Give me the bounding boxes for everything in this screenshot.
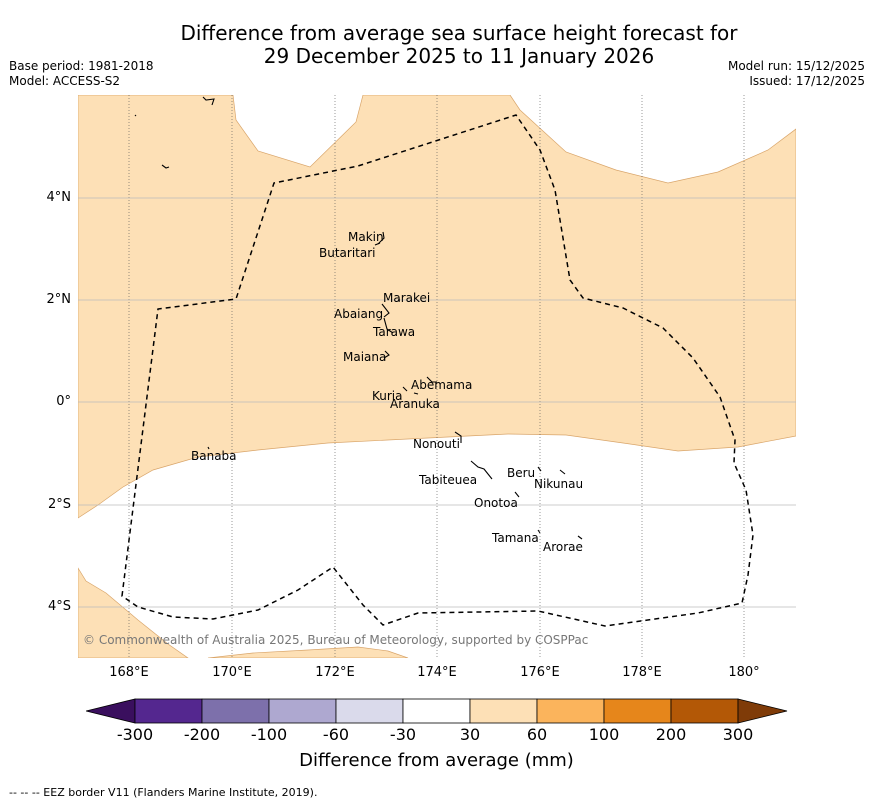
lon-label-170e: 170°E <box>212 665 252 680</box>
colorbar-tick: -30 <box>389 725 417 744</box>
chart-title: Difference from average sea surface heig… <box>0 22 873 68</box>
lat-label-2n: 2°N <box>46 292 72 307</box>
meta-right: Model run: 15/12/2025 Issued: 17/12/2025 <box>728 59 865 89</box>
colorbar-bin-3 <box>268 698 337 724</box>
colorbar-bin-1 <box>134 698 203 724</box>
lat-label-4s: 4°S <box>47 599 71 614</box>
place-tamana: Tamana <box>491 531 539 545</box>
meta-left: Base period: 1981-2018 Model: ACCESS-S2 <box>9 59 154 89</box>
place-abaiang: Abaiang <box>334 307 383 321</box>
colorbar-title: Difference from average (mm) <box>299 750 574 771</box>
place-labels: Makin Butaritari Marakei Abaiang Tarawa … <box>191 230 583 554</box>
place-beru: Beru <box>507 466 535 480</box>
colorbar-bin-6 <box>469 698 538 724</box>
model-name: Model: ACCESS-S2 <box>9 74 121 88</box>
place-butaritari: Butaritari <box>319 246 376 260</box>
lon-label-178e: 178°E <box>622 665 662 680</box>
lat-label-0: 0° <box>56 394 71 409</box>
colorbar-bin-7 <box>536 698 605 724</box>
place-onotoa: Onotoa <box>474 496 518 510</box>
place-marakei: Marakei <box>383 291 430 305</box>
place-maiana: Maiana <box>343 350 386 364</box>
lat-label-4n: 4°N <box>46 190 72 205</box>
colorbar-bin-4 <box>335 698 404 724</box>
colorbar <box>86 698 788 724</box>
anomaly-30-60-region-south <box>78 567 409 658</box>
latitude-lines <box>78 197 796 608</box>
colorbar-tick: 100 <box>588 725 620 744</box>
place-tarawa: Tarawa <box>372 325 415 339</box>
model-run: Model run: 15/12/2025 <box>727 59 865 73</box>
colorbar-tick: -200 <box>183 725 221 744</box>
colorbar-low-extend <box>86 698 136 724</box>
place-tabiteuea: Tabiteuea <box>418 473 477 487</box>
colorbar-bin-9 <box>670 698 739 724</box>
place-nonouti: Nonouti <box>413 437 460 451</box>
title-line-1: Difference from average sea surface heig… <box>180 21 738 45</box>
place-makin: Makin <box>348 230 384 244</box>
lon-label-180: 180° <box>728 665 760 680</box>
lon-label-176e: 176°E <box>520 665 560 680</box>
lon-label-174e: 174°E <box>417 665 457 680</box>
eez-footnote: -- -- -- EEZ border V11 (Flanders Marine… <box>9 786 318 799</box>
base-period: Base period: 1981-2018 <box>9 59 154 73</box>
colorbar-tick: -60 <box>322 725 350 744</box>
colorbar-tick: 300 <box>722 725 754 744</box>
anomaly-30-60-region <box>78 95 796 519</box>
title-line-2: 29 December 2025 to 11 January 2026 <box>263 44 655 68</box>
colorbar-bin-5 <box>402 698 471 724</box>
lon-label-168e: 168°E <box>109 665 149 680</box>
colorbar-tick: 30 <box>459 725 481 744</box>
place-aranuka: Aranuka <box>390 397 440 411</box>
colorbar-high-extend <box>737 698 788 724</box>
lat-label-2s: 2°S <box>47 497 71 512</box>
island-marks <box>134 96 583 540</box>
colorbar-tick: 200 <box>655 725 687 744</box>
colorbar-bin-8 <box>603 698 672 724</box>
place-nikunau: Nikunau <box>534 477 583 491</box>
gridlines <box>128 95 745 658</box>
colorbar-tick: 60 <box>526 725 548 744</box>
colorbar-bin-2 <box>201 698 270 724</box>
copyright-notice: © Commonwealth of Australia 2025, Bureau… <box>83 633 588 647</box>
place-banaba: Banaba <box>191 449 237 463</box>
place-abemama: Abemama <box>411 378 472 392</box>
map-panel: Makin Butaritari Marakei Abaiang Tarawa … <box>78 95 796 658</box>
colorbar-tick: -100 <box>250 725 288 744</box>
place-arorae: Arorae <box>543 540 583 554</box>
lon-label-172e: 172°E <box>315 665 355 680</box>
colorbar-tick: -300 <box>116 725 154 744</box>
place-kuria: Kuria <box>372 389 403 403</box>
issued-date: Issued: 17/12/2025 <box>749 74 865 88</box>
